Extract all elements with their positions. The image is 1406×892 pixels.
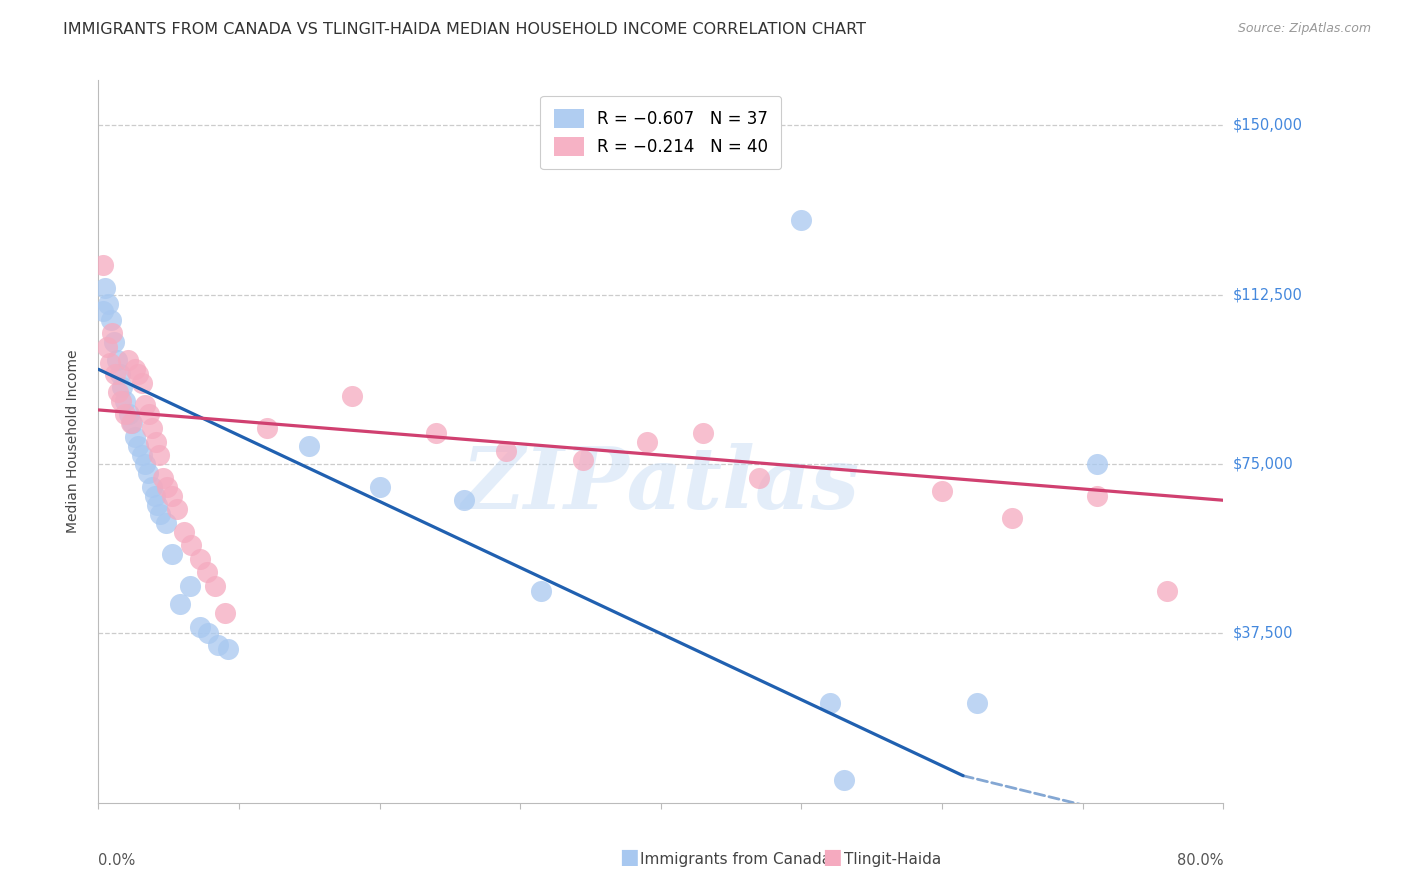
- Point: [117, 353, 139, 368]
- Point: [453, 493, 475, 508]
- Point: [217, 642, 239, 657]
- Text: $150,000: $150,000: [1233, 118, 1303, 133]
- Point: [114, 393, 136, 408]
- Text: Tlingit-Haida: Tlingit-Haida: [844, 852, 941, 867]
- Point: [91, 303, 114, 318]
- Text: 80.0%: 80.0%: [1177, 854, 1223, 869]
- Point: [188, 620, 211, 634]
- Point: [197, 626, 219, 640]
- Point: [152, 470, 174, 484]
- Text: 0.0%: 0.0%: [98, 854, 135, 869]
- Text: ■: ■: [823, 847, 842, 867]
- Point: [114, 408, 136, 422]
- Point: [121, 417, 143, 431]
- Point: [188, 552, 211, 566]
- Point: [256, 421, 278, 435]
- Point: [127, 439, 149, 453]
- Point: [118, 408, 141, 422]
- Point: [141, 421, 163, 435]
- Point: [145, 434, 167, 449]
- Point: [110, 393, 132, 408]
- Point: [156, 480, 179, 494]
- Point: [97, 297, 120, 311]
- Point: [1085, 489, 1108, 503]
- Legend: R = −0.607   N = 37, R = −0.214   N = 40: R = −0.607 N = 37, R = −0.214 N = 40: [540, 95, 782, 169]
- Point: [495, 443, 517, 458]
- Point: [1001, 511, 1024, 525]
- Point: [160, 548, 183, 562]
- Text: Immigrants from Canada: Immigrants from Canada: [640, 852, 831, 867]
- Point: [131, 448, 153, 462]
- Point: [149, 507, 172, 521]
- Point: [98, 355, 121, 369]
- Point: [173, 524, 195, 539]
- Point: [120, 417, 142, 431]
- Point: [127, 367, 149, 381]
- Point: [204, 579, 226, 593]
- Point: [207, 638, 229, 652]
- Point: [124, 362, 146, 376]
- Point: [94, 281, 117, 295]
- Point: [107, 384, 129, 399]
- Point: [91, 259, 114, 273]
- Point: [101, 326, 124, 340]
- Point: [1085, 457, 1108, 471]
- Point: [141, 480, 163, 494]
- Text: $75,000: $75,000: [1233, 457, 1294, 472]
- Point: [96, 340, 118, 354]
- Text: IMMIGRANTS FROM CANADA VS TLINGIT-HAIDA MEDIAN HOUSEHOLD INCOME CORRELATION CHAR: IMMIGRANTS FROM CANADA VS TLINGIT-HAIDA …: [63, 22, 866, 37]
- Point: [160, 489, 183, 503]
- Point: [195, 566, 218, 580]
- Point: [100, 312, 122, 326]
- Point: [180, 538, 202, 552]
- Point: [131, 376, 153, 390]
- Point: [368, 480, 391, 494]
- Point: [108, 367, 131, 381]
- Point: [155, 516, 177, 530]
- Point: [832, 773, 855, 788]
- Point: [138, 408, 160, 422]
- Point: [105, 353, 128, 368]
- Point: [136, 466, 159, 480]
- Point: [818, 697, 841, 711]
- Point: [340, 389, 363, 403]
- Point: [572, 452, 595, 467]
- Text: ■: ■: [619, 847, 638, 867]
- Point: [104, 367, 127, 381]
- Point: [636, 434, 658, 449]
- Point: [931, 484, 953, 499]
- Point: [169, 597, 191, 611]
- Text: $37,500: $37,500: [1233, 626, 1294, 641]
- Point: [103, 335, 125, 350]
- Text: Source: ZipAtlas.com: Source: ZipAtlas.com: [1237, 22, 1371, 36]
- Point: [124, 430, 146, 444]
- Point: [111, 380, 134, 394]
- Point: [148, 448, 170, 462]
- Point: [146, 498, 169, 512]
- Point: [425, 425, 447, 440]
- Point: [966, 697, 988, 711]
- Point: [1156, 583, 1178, 598]
- Point: [790, 213, 813, 227]
- Point: [166, 502, 188, 516]
- Point: [748, 470, 770, 484]
- Point: [143, 489, 166, 503]
- Point: [134, 398, 156, 412]
- Text: ZIPatlas: ZIPatlas: [461, 443, 860, 526]
- Text: $112,500: $112,500: [1233, 287, 1303, 302]
- Y-axis label: Median Household Income: Median Household Income: [66, 350, 80, 533]
- Point: [134, 457, 156, 471]
- Point: [530, 583, 553, 598]
- Point: [298, 439, 321, 453]
- Point: [179, 579, 201, 593]
- Point: [214, 606, 236, 620]
- Point: [692, 425, 714, 440]
